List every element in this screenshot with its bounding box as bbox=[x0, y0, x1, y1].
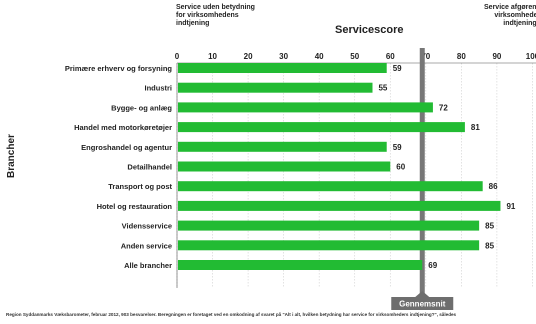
data-label: 85 bbox=[485, 222, 494, 231]
bar bbox=[178, 102, 433, 113]
data-label: 60 bbox=[396, 163, 405, 172]
category-label: Hotel og restauration bbox=[97, 202, 173, 211]
bar bbox=[178, 122, 465, 133]
data-label: 85 bbox=[485, 241, 494, 250]
data-label: 91 bbox=[506, 202, 515, 211]
header-left-note: Service uden betydning for virksomhedens… bbox=[176, 4, 255, 27]
x-tick-label: 20 bbox=[244, 52, 253, 61]
bar bbox=[178, 220, 480, 231]
data-label: 59 bbox=[393, 143, 402, 152]
data-label: 69 bbox=[428, 261, 437, 270]
bar bbox=[178, 240, 480, 251]
data-label: 59 bbox=[393, 64, 402, 73]
category-label: Engroshandel og agentur bbox=[81, 143, 172, 152]
average-label: Gennemsnit bbox=[399, 300, 446, 309]
bar bbox=[178, 260, 423, 270]
category-label: Transport og post bbox=[108, 182, 172, 191]
bar bbox=[178, 200, 501, 211]
category-label: Bygge- og anlæg bbox=[111, 103, 172, 112]
x-tick-label: 100 bbox=[526, 52, 536, 61]
x-tick-label: 70 bbox=[421, 52, 430, 61]
bar bbox=[178, 63, 387, 73]
x-tick-label: 40 bbox=[315, 52, 324, 61]
category-label: Detailhandel bbox=[127, 163, 172, 172]
data-label: 86 bbox=[489, 182, 498, 191]
data-label: 81 bbox=[471, 123, 480, 132]
chart-title: Servicescore bbox=[335, 24, 404, 36]
average-callout bbox=[391, 291, 454, 310]
category-label: Industri bbox=[145, 84, 173, 93]
bar bbox=[178, 82, 373, 93]
category-label: Anden service bbox=[121, 241, 172, 250]
bar bbox=[178, 141, 387, 152]
x-tick-label: 30 bbox=[279, 52, 288, 61]
category-label: Primære erhverv og forsyning bbox=[65, 64, 173, 73]
x-tick-label: 60 bbox=[386, 52, 395, 61]
x-tick-label: 50 bbox=[350, 52, 359, 61]
average-line bbox=[419, 48, 425, 297]
data-label: 55 bbox=[378, 84, 387, 93]
footnote: Region Syddanmarks Væksbarometer, februa… bbox=[6, 312, 457, 317]
bar bbox=[178, 181, 483, 192]
category-label: Alle brancher bbox=[124, 261, 172, 270]
x-tick-label: 10 bbox=[208, 52, 217, 61]
category-label: Handel med motorkøretøjer bbox=[74, 123, 172, 132]
bar bbox=[178, 161, 391, 172]
x-tick-label: 90 bbox=[492, 52, 501, 61]
x-tick-label: 0 bbox=[175, 52, 180, 61]
data-label: 72 bbox=[439, 103, 448, 112]
category-label: Vidensservice bbox=[122, 222, 172, 231]
x-tick-label: 80 bbox=[457, 52, 466, 61]
header-right-note: Service afgørende for virksomhedens indt… bbox=[484, 4, 536, 27]
